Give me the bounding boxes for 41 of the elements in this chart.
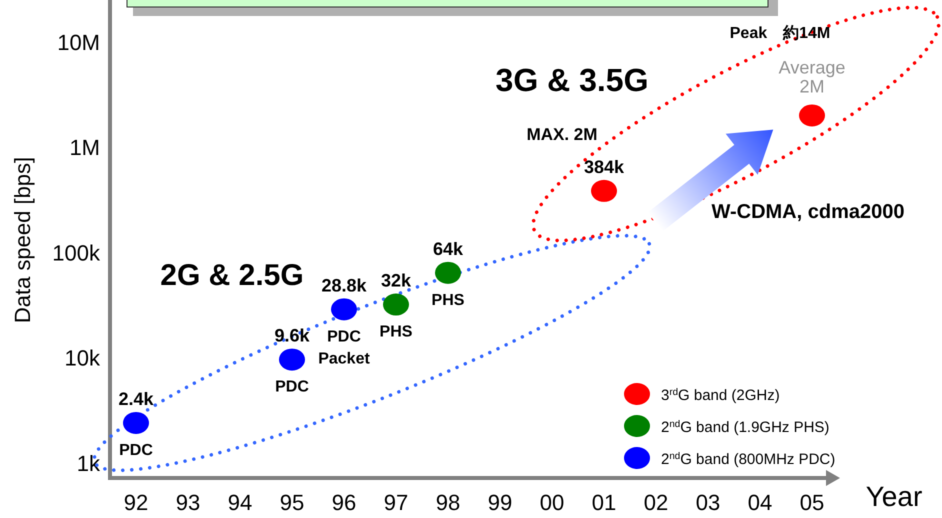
x-tick-label: 97 [384, 490, 408, 515]
x-tick-label: 96 [332, 490, 356, 515]
data-label: 2.4k [118, 388, 154, 409]
x-tick-label: 03 [696, 490, 720, 515]
annotation: W-CDMA, cdma2000 [712, 201, 904, 223]
data-label: 32k [380, 270, 412, 291]
x-tick-label: 92 [124, 490, 148, 515]
x-tick-label: 05 [800, 490, 824, 515]
annotation: MAX. 2M [526, 125, 598, 144]
x-tick-label: 00 [540, 490, 564, 515]
data-label: 64k [432, 238, 464, 259]
y-tick-label: 10M [57, 30, 100, 55]
legend-label: 3$^{rd}$G band (2GHz) [661, 386, 780, 404]
y-tick-label: 10k [64, 346, 101, 371]
x-tick-label: 01 [592, 490, 616, 515]
annotation: Peak 約14M [730, 24, 830, 42]
x-tick-label: 93 [176, 490, 200, 515]
data-label: 9.6k [274, 326, 310, 346]
y-tick-label: 1M [69, 135, 100, 160]
x-tick-label: 98 [436, 490, 460, 515]
annotation: Average 2M [778, 57, 846, 96]
y-axis-title: Data speed [bps] [10, 156, 35, 324]
x-tick-label: 95 [280, 490, 304, 515]
annotation: 2G & 2.5G [160, 259, 304, 292]
annotation: PDC [275, 378, 310, 396]
annotation: PDC Packet [318, 328, 370, 368]
x-tick-label: 02 [644, 490, 668, 515]
data-label: 384k [584, 156, 626, 177]
x-tick-label: 99 [488, 490, 512, 515]
y-tick-label: 1k [76, 450, 101, 476]
x-tick-label: 94 [228, 490, 252, 515]
data-label: 28.8k [321, 275, 368, 296]
x-tick-label: 04 [748, 490, 772, 515]
legend-label: 2$^{nd}$G band (1.9GHz PHS) [661, 418, 830, 436]
annotation: 3G & 3.5G [496, 62, 648, 98]
annotation: PDC [119, 442, 154, 459]
x-axis-title: Year [866, 481, 922, 512]
annotation: PHS [380, 324, 413, 341]
y-tick-label: 100k [52, 240, 101, 266]
annotation: PHS [432, 292, 465, 309]
legend-label: 2$^{nd}$G band (800MHz PDC) [661, 450, 836, 468]
